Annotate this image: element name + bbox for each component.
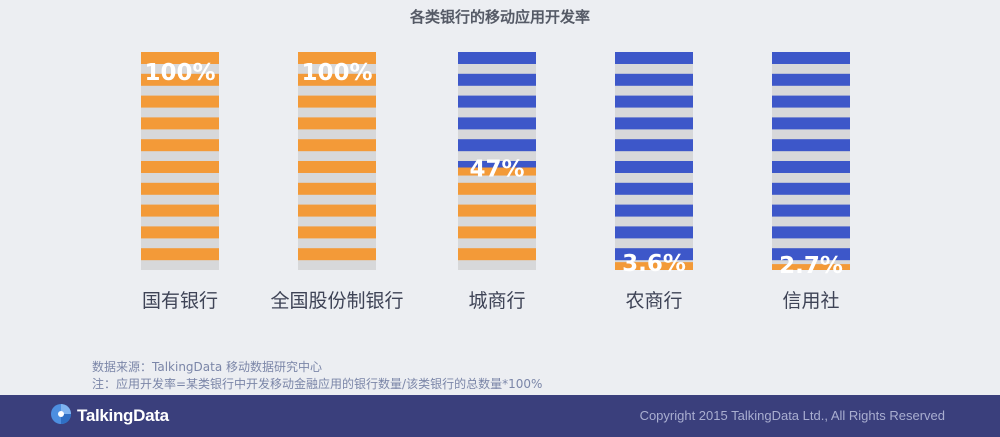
bar-stripe-empty bbox=[772, 117, 850, 130]
definition-note: 注：应用开发率=某类银行中开发移动金融应用的银行数量/该类银行的总数量*100% bbox=[92, 377, 543, 391]
bar-chart: 100% 国有银行 100% 全国股份制银行 47% 城商行 3.6% 农商行 2.7% 信用社 bbox=[141, 52, 850, 312]
bar-stripe-empty bbox=[615, 52, 693, 64]
bar-stripe-filled bbox=[298, 95, 376, 108]
bar-stripe-filled bbox=[298, 52, 376, 64]
bar-stripe-filled bbox=[298, 73, 376, 86]
bar-stripe-filled bbox=[458, 182, 536, 195]
bar-stripe-filled bbox=[458, 204, 536, 217]
bar-stripe-empty bbox=[772, 73, 850, 86]
bar-stripe-empty bbox=[615, 117, 693, 130]
talkingdata-logo-icon bbox=[50, 403, 72, 429]
bar-stripe-empty bbox=[458, 73, 536, 86]
logo-text: TalkingData bbox=[77, 406, 169, 425]
bar-stripe-filled bbox=[141, 73, 219, 86]
bar-fill-edge bbox=[615, 262, 693, 270]
source-note: 数据来源：TalkingData 移动数据研究中心 bbox=[92, 360, 323, 374]
bar-stripe-filled bbox=[458, 226, 536, 239]
bar-value-label: 2.7% bbox=[779, 253, 843, 279]
bar-stripe-filled bbox=[141, 182, 219, 195]
bar-stripe-filled bbox=[141, 161, 219, 173]
bar-stripe-empty bbox=[458, 117, 536, 130]
bar-group: 3.6% 农商行 bbox=[615, 52, 693, 312]
footer-logo: TalkingData bbox=[50, 403, 169, 429]
bar-stripe-empty bbox=[615, 139, 693, 152]
footer-bar: TalkingData Copyright 2015 TalkingData L… bbox=[0, 395, 1000, 437]
bar-stripe-filled bbox=[298, 226, 376, 239]
category-label: 农商行 bbox=[625, 290, 682, 312]
bar-stripe-filled bbox=[141, 52, 219, 64]
bar-stripe-filled bbox=[141, 226, 219, 239]
bar-value-label: 3.6% bbox=[622, 251, 686, 277]
bar-stripe-empty bbox=[615, 204, 693, 217]
bar-stripe-empty bbox=[458, 161, 536, 168]
bar-stripe-filled bbox=[141, 248, 219, 261]
copyright-text: Copyright 2015 TalkingData Ltd., All Rig… bbox=[639, 408, 945, 423]
bar-stripe-empty bbox=[772, 139, 850, 152]
bar-stripe-empty bbox=[772, 182, 850, 195]
bar-stripe-empty bbox=[458, 52, 536, 64]
bar-stripe-empty bbox=[772, 52, 850, 64]
bar-group: 100% 全国股份制银行 bbox=[270, 52, 404, 312]
bar-group: 100% 国有银行 bbox=[141, 52, 219, 312]
bar-stripe-empty bbox=[615, 95, 693, 108]
bar-value-label: 47% bbox=[469, 157, 524, 183]
bar-stripe-filled bbox=[141, 139, 219, 152]
bar-stripe-empty bbox=[772, 95, 850, 108]
category-label: 国有银行 bbox=[142, 290, 218, 312]
bar-group: 2.7% 信用社 bbox=[772, 52, 850, 312]
category-label: 城商行 bbox=[468, 290, 525, 312]
bar-stripe-filled bbox=[298, 182, 376, 195]
bar-stripe-filled bbox=[298, 204, 376, 217]
bar-stripe-filled bbox=[298, 161, 376, 173]
bar-stripe-empty bbox=[615, 161, 693, 173]
bar-stripe-filled bbox=[141, 117, 219, 130]
bar-stripe-empty bbox=[772, 204, 850, 217]
bar-stripe-empty bbox=[458, 95, 536, 108]
category-label: 信用社 bbox=[782, 290, 839, 312]
bar-fill-edge bbox=[458, 167, 536, 176]
bar-stripe-empty bbox=[615, 182, 693, 195]
chart-title: 各类银行的移动应用开发率 bbox=[409, 8, 590, 26]
bar-stripe-empty bbox=[772, 226, 850, 239]
bar-stripe-filled bbox=[141, 204, 219, 217]
bar-stripe-filled bbox=[298, 139, 376, 152]
bar-stripe-filled bbox=[298, 248, 376, 261]
bar-stripe-empty bbox=[458, 139, 536, 152]
bar-value-label: 100% bbox=[144, 60, 215, 86]
bar-group: 47% 城商行 bbox=[458, 52, 536, 312]
bar-fill-edge bbox=[772, 264, 850, 270]
bar-stripe-empty bbox=[615, 73, 693, 86]
bar-stripe-empty bbox=[615, 248, 693, 261]
chart-notes: 数据来源：TalkingData 移动数据研究中心 注：应用开发率=某类银行中开… bbox=[92, 359, 542, 393]
category-label: 全国股份制银行 bbox=[270, 290, 403, 312]
bar-value-label: 100% bbox=[301, 60, 372, 86]
bar-stripe-filled bbox=[141, 95, 219, 108]
bar-stripe-empty bbox=[615, 226, 693, 239]
bar-stripe-empty bbox=[772, 161, 850, 173]
bar-stripe-filled bbox=[458, 248, 536, 261]
bar-stripe-filled bbox=[298, 117, 376, 130]
bar-stripe-empty bbox=[772, 248, 850, 261]
